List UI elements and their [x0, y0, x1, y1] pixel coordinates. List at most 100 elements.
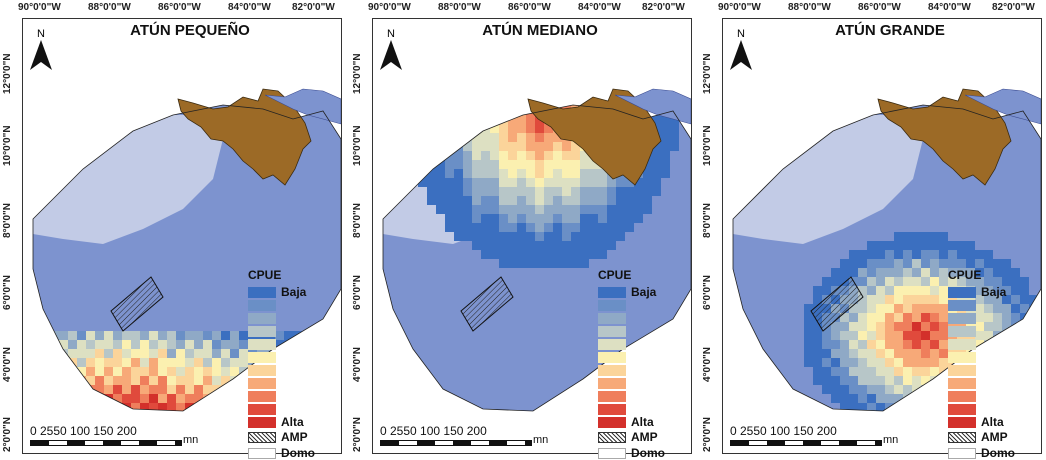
cpue-cell	[625, 205, 634, 214]
cpue-cell	[921, 313, 930, 322]
cpue-cell	[239, 403, 248, 411]
cpue-cell	[122, 394, 131, 403]
cpue-cell	[436, 115, 445, 124]
cpue-cell	[975, 322, 984, 331]
cpue-cell	[472, 205, 481, 214]
cpue-cell	[930, 340, 939, 349]
cpue-cell	[867, 349, 876, 358]
cpue-cell	[167, 349, 176, 358]
cpue-cell	[499, 178, 508, 187]
cpue-cell	[867, 304, 876, 313]
cpue-cell	[867, 376, 876, 385]
cpue-cell	[221, 430, 230, 439]
cpue-cell	[939, 349, 948, 358]
cpue-cell	[59, 403, 68, 411]
cpue-cell	[427, 151, 436, 160]
cpue-cell	[517, 133, 526, 142]
cpue-cell	[427, 133, 436, 142]
cpue-cell	[445, 223, 454, 232]
cpue-cell	[436, 187, 445, 196]
cpue-cell	[517, 151, 526, 160]
cpue-cell	[930, 259, 939, 268]
lon-label: 88°0'0"W	[788, 2, 831, 13]
cpue-cell	[167, 448, 176, 453]
cpue-cell	[221, 412, 230, 421]
cpue-cell	[553, 223, 562, 232]
cpue-cell	[104, 349, 113, 358]
cpue-cell	[104, 331, 113, 340]
cpue-cell	[454, 205, 463, 214]
legend-domo-row: Domo	[598, 446, 690, 460]
legend-swatch	[598, 325, 626, 337]
cpue-cell	[867, 295, 876, 304]
cpue-cell	[158, 349, 167, 358]
legend-amp-row: AMP	[248, 430, 340, 444]
cpue-cell	[418, 142, 427, 151]
cpue-cell	[885, 304, 894, 313]
cpue-cell	[858, 313, 867, 322]
legend-swatch-row: Alta	[948, 415, 1040, 429]
cpue-cell	[481, 115, 490, 124]
cpue-cell	[813, 358, 822, 367]
cpue-cell	[167, 430, 176, 439]
cpue-cell	[445, 106, 454, 115]
cpue-cell	[966, 259, 975, 268]
cpue-cell	[1002, 286, 1011, 295]
cpue-cell	[894, 376, 903, 385]
cpue-cell	[840, 313, 849, 322]
cpue-cell	[571, 223, 580, 232]
cpue-cell	[113, 340, 122, 349]
cpue-cell	[652, 151, 661, 160]
amp-area	[460, 276, 514, 332]
cpue-cell	[885, 367, 894, 376]
legend-swatch-row	[248, 338, 340, 350]
cpue-cell	[68, 448, 77, 453]
cpue-cell	[436, 160, 445, 169]
cpue-cell	[526, 124, 535, 133]
cpue-cell	[858, 304, 867, 313]
cpue-cell	[535, 223, 544, 232]
cpue-cell	[203, 412, 212, 421]
legend-high-label: Alta	[281, 415, 304, 429]
cpue-cell	[167, 376, 176, 385]
cpue-cell	[230, 367, 239, 376]
legend-swatch	[248, 403, 276, 415]
cpue-cell	[499, 187, 508, 196]
cpue-cell	[499, 214, 508, 223]
cpue-cell	[930, 403, 939, 411]
cpue-cell	[876, 250, 885, 259]
legend-domo-label: Domo	[281, 446, 315, 460]
cpue-cell	[598, 205, 607, 214]
cpue-cell	[939, 412, 948, 421]
cpue-cell	[912, 376, 921, 385]
scale-bar: 0 2550 100 150 200 mn	[380, 424, 548, 446]
cpue-cell	[921, 412, 930, 421]
cpue-cell	[140, 448, 149, 453]
cpue-cell	[203, 403, 212, 411]
cpue-cell	[454, 223, 463, 232]
cpue-cell	[939, 421, 948, 430]
cpue-cell	[903, 286, 912, 295]
cpue-cell	[876, 331, 885, 340]
cpue-cell	[858, 331, 867, 340]
cpue-cell	[68, 331, 77, 340]
cpue-cell	[616, 205, 625, 214]
cpue-cell	[903, 421, 912, 430]
domo-swatch	[248, 447, 276, 459]
cpue-cell	[903, 376, 912, 385]
north-arrow-icon: N	[30, 28, 52, 75]
cpue-cell	[77, 358, 86, 367]
legend-swatch-row	[948, 299, 1040, 311]
legend-swatch-row	[948, 364, 1040, 376]
cpue-cell	[912, 412, 921, 421]
cpue-cell	[553, 205, 562, 214]
cpue-cell	[463, 223, 472, 232]
cpue-cell	[104, 367, 113, 376]
cpue-cell	[993, 304, 1002, 313]
cpue-cell	[517, 196, 526, 205]
cpue-cell	[95, 340, 104, 349]
cpue-cell	[77, 349, 86, 358]
cpue-cell	[948, 250, 957, 259]
cpue-cell	[813, 286, 822, 295]
cpue-cell	[562, 178, 571, 187]
